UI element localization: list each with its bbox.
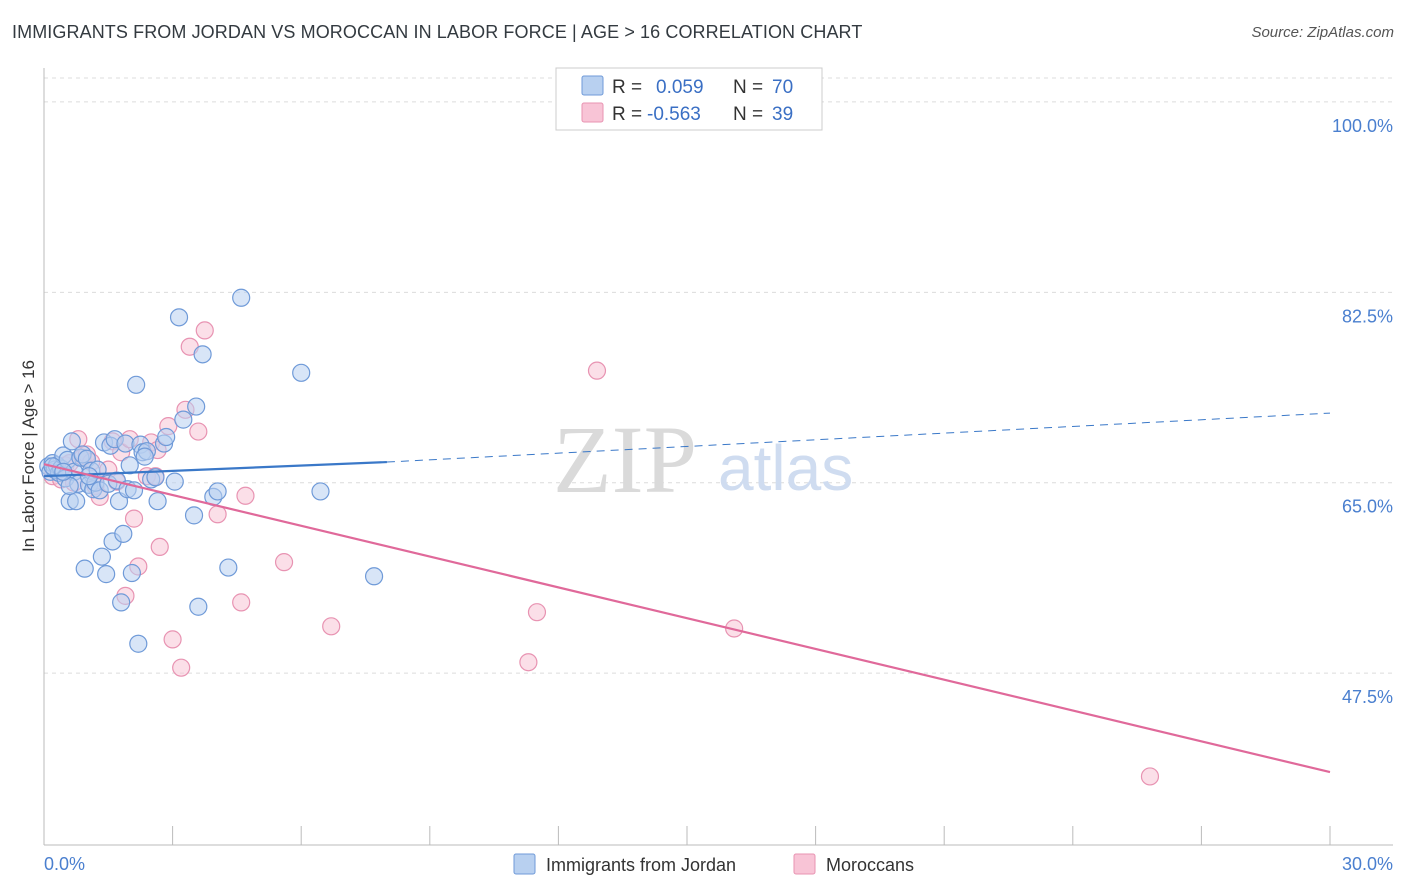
moroccan-point: [1140, 767, 1160, 786]
grid-lines: [44, 77, 1393, 674]
jordan-point: [311, 482, 330, 501]
jordan-point: [112, 593, 131, 612]
jordan-point: [219, 558, 238, 577]
moroccan-point: [519, 653, 538, 672]
moroccan-point: [232, 593, 251, 612]
chart-title: IMMIGRANTS FROM JORDAN VS MOROCCAN IN LA…: [12, 22, 863, 42]
jordan-point: [169, 308, 189, 327]
legend-swatch-moroccan: [581, 102, 604, 123]
trend-lines: [43, 412, 1331, 774]
jordan-point: [127, 375, 146, 394]
legend-r-value-2: -0.563: [647, 104, 701, 125]
series-legend: Immigrants from Jordan Moroccans: [513, 853, 914, 875]
moroccan-point: [150, 537, 169, 557]
jordan-points: [39, 288, 384, 653]
moroccan-point: [236, 486, 255, 505]
jordan-point: [184, 506, 204, 525]
tick-labels: 47.5% 65.0% 82.5% 100.0% 0.0% 30.0%: [44, 116, 1393, 874]
jordan-trendline: [43, 460, 387, 478]
watermark-zip: ZIP: [553, 406, 697, 513]
jordan-trendline-extension: [386, 412, 1331, 463]
jordan-point: [114, 524, 133, 543]
moroccan-point: [172, 658, 191, 677]
moroccan-points: [43, 321, 1160, 786]
y-axis-title: In Labor Force | Age > 16: [19, 360, 38, 552]
x-tick-label-min: 0.0%: [44, 854, 85, 874]
legend-n-value-2: 39: [772, 104, 793, 125]
jordan-point: [120, 456, 139, 475]
jordan-point: [193, 345, 212, 364]
jordan-point: [148, 492, 167, 511]
jordan-point: [129, 634, 148, 653]
bottom-legend-moroccan: Moroccans: [826, 855, 914, 875]
moroccan-trendline: [43, 463, 1331, 774]
moroccan-point: [124, 509, 144, 528]
moroccan-point: [274, 553, 294, 572]
watermark-atlas: atlas: [718, 432, 853, 504]
legend-n-label-1: N =: [733, 77, 763, 98]
axes: [43, 68, 1393, 846]
moroccan-point: [587, 361, 607, 380]
y-tick-label: 82.5%: [1342, 306, 1393, 326]
x-tick-label-max: 30.0%: [1342, 854, 1393, 874]
legend-swatch-jordan: [581, 75, 604, 96]
jordan-point: [292, 363, 311, 382]
jordan-point: [116, 434, 135, 453]
y-tick-label: 100.0%: [1332, 116, 1393, 136]
y-tick-label: 47.5%: [1342, 687, 1393, 707]
legend-n-value-1: 70: [772, 77, 793, 98]
bottom-legend-jordan: Immigrants from Jordan: [546, 855, 736, 875]
jordan-point: [92, 547, 111, 566]
jordan-point: [146, 468, 165, 487]
jordan-point: [189, 597, 208, 616]
bottom-legend-swatch-jordan: [513, 853, 536, 875]
jordan-point: [67, 492, 86, 511]
moroccan-point: [195, 321, 214, 340]
jordan-point: [62, 432, 81, 451]
legend-n-label-2: N =: [733, 104, 763, 125]
source-label: Source: ZipAtlas.com: [1251, 24, 1394, 41]
legend-r-label-2: R =: [612, 104, 642, 125]
y-tick-label: 65.0%: [1342, 497, 1393, 517]
jordan-point: [208, 482, 227, 501]
jordan-point: [157, 427, 176, 447]
jordan-point: [54, 462, 73, 481]
jordan-point: [135, 447, 154, 466]
jordan-point: [165, 472, 184, 491]
jordan-point: [187, 397, 206, 416]
moroccan-point: [527, 603, 547, 622]
jordan-point: [75, 559, 94, 578]
legend-r-label-1: R =: [612, 77, 642, 98]
jordan-point: [232, 288, 251, 307]
moroccan-point: [189, 422, 208, 441]
moroccan-point: [163, 630, 182, 649]
jordan-point: [97, 565, 116, 584]
moroccan-point: [322, 617, 341, 636]
bottom-legend-swatch-moroccan: [793, 853, 816, 875]
correlation-legend: R = 0.059 N = 70 R = -0.563 N = 39: [555, 67, 823, 131]
jordan-point: [174, 410, 193, 429]
legend-r-value-1: 0.059: [656, 77, 704, 98]
jordan-point: [364, 567, 384, 586]
jordan-point: [122, 563, 141, 583]
